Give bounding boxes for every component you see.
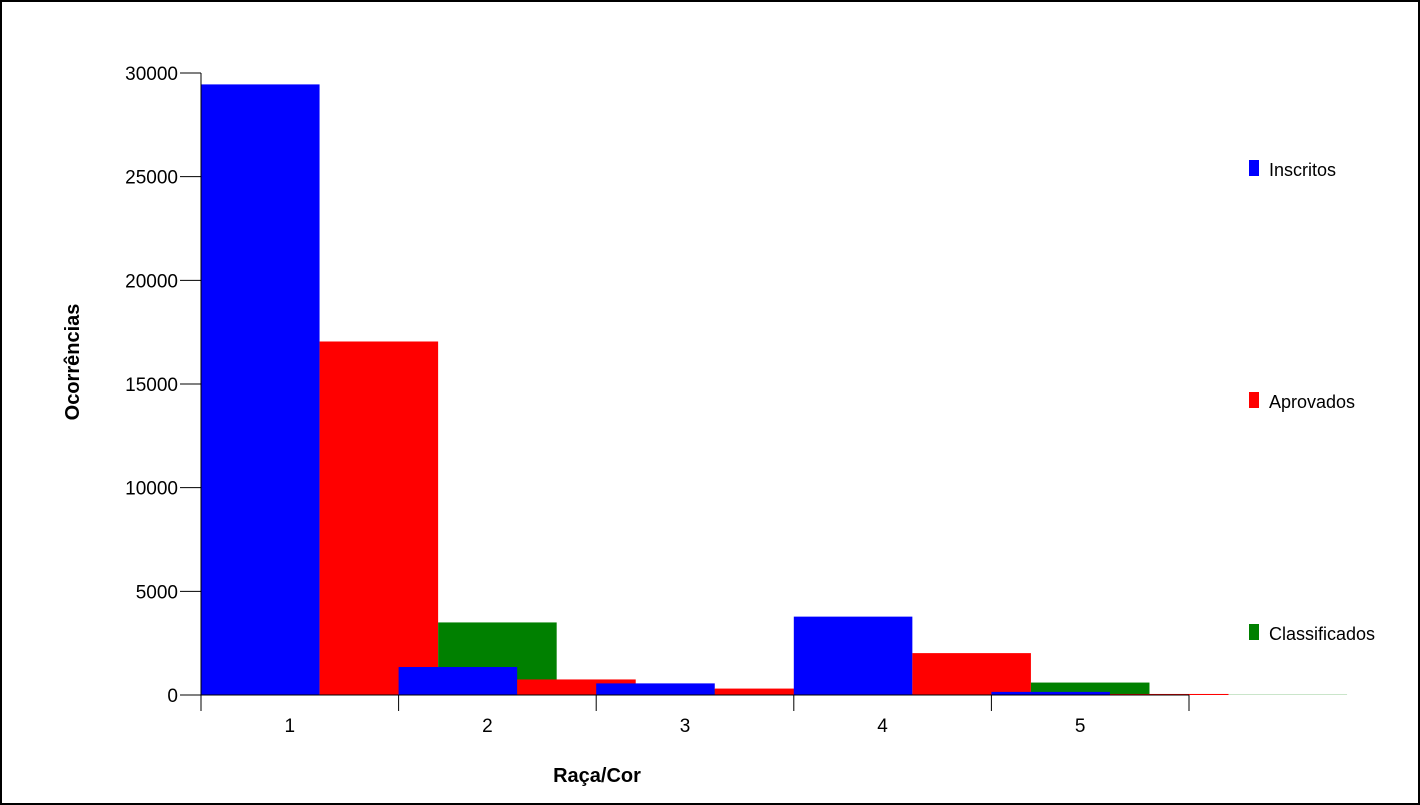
y-tick-label: 20000 (125, 271, 178, 292)
x-tick-label: 3 (680, 716, 691, 737)
bar-aprovados-5 (1109, 693, 1229, 695)
x-tick-label: 5 (1075, 716, 1086, 737)
legend: Inscritos Aprovados Classificados (1249, 160, 1375, 644)
y-axis-title: Ocorrências (62, 304, 84, 421)
y-axis-ticks: 0 5000 10000 15000 20000 25000 30000 (125, 64, 201, 707)
bar-inscritos-4 (793, 616, 913, 695)
bar-aprovados-3 (714, 688, 834, 695)
legend-swatch-inscritos (1249, 160, 1259, 176)
x-axis-ticks: 1 2 3 4 5 (200, 695, 1190, 737)
legend-label-classificados: Classificados (1269, 624, 1375, 644)
legend-label-aprovados: Aprovados (1269, 392, 1355, 412)
y-tick-label: 30000 (125, 64, 178, 85)
x-axis-title: Raça/Cor (553, 765, 641, 787)
x-tick-label: 1 (285, 716, 296, 737)
legend-swatch-aprovados (1249, 392, 1259, 408)
legend-swatch-classificados (1249, 624, 1259, 640)
x-tick-label: 2 (482, 716, 493, 737)
y-tick-label: 10000 (125, 479, 178, 500)
bar-inscritos-1 (201, 84, 320, 696)
legend-label-inscritos: Inscritos (1269, 160, 1336, 180)
y-tick-label: 0 (167, 686, 178, 707)
bar-inscritos-2 (398, 667, 518, 695)
bar-inscritos-3 (596, 683, 715, 695)
axes (200, 73, 1189, 696)
y-tick-label: 25000 (125, 168, 178, 189)
bar-aprovados-1 (319, 341, 439, 695)
bars-group (201, 84, 1348, 696)
bar-inscritos-5 (991, 691, 1110, 695)
y-tick-label: 15000 (125, 375, 178, 396)
y-tick-label: 5000 (136, 582, 178, 603)
x-tick-label: 4 (877, 716, 888, 737)
bar-aprovados-4 (912, 653, 1031, 695)
